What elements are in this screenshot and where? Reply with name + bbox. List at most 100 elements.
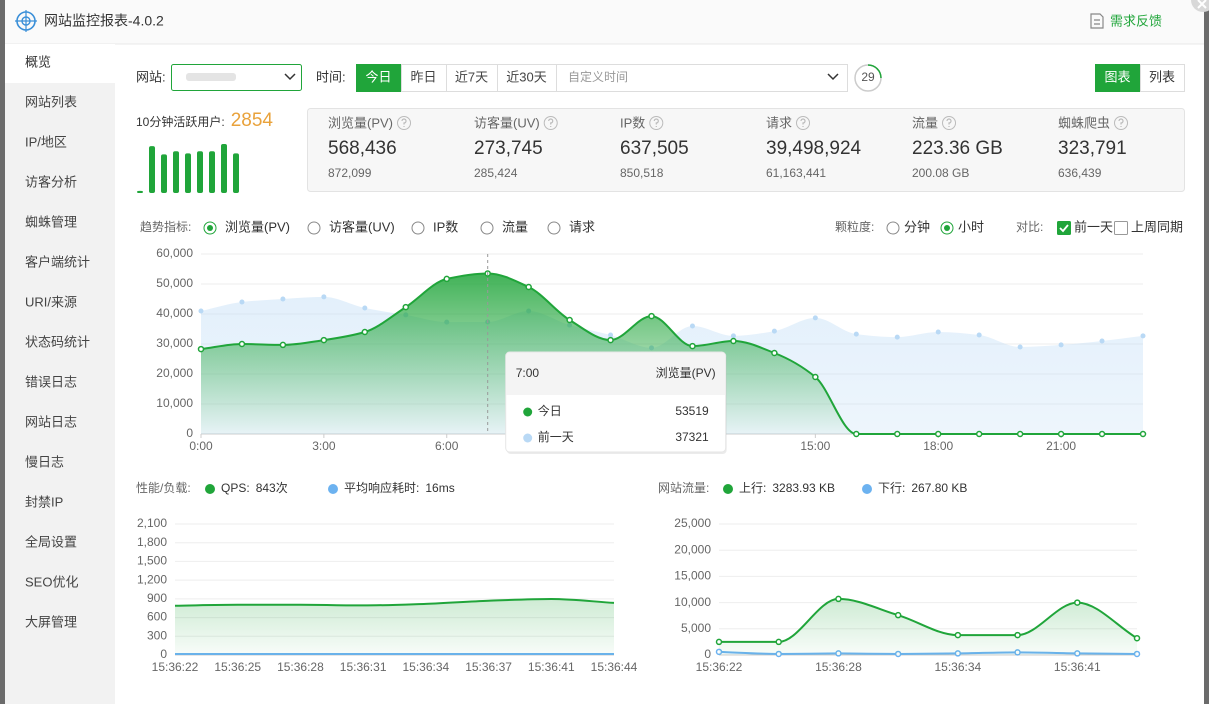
sidebar-item[interactable]: 网站日志 bbox=[25, 414, 77, 429]
data-point bbox=[936, 330, 941, 335]
range-button-label: 近30天 bbox=[506, 69, 546, 84]
sidebar-item[interactable]: 封禁IP bbox=[25, 494, 63, 509]
y-tick-label: 25,000 bbox=[674, 516, 711, 530]
compare-option: 上周同期 bbox=[1131, 219, 1183, 234]
summary-previous: 872,099 bbox=[328, 166, 372, 180]
legend-name: 下行: bbox=[878, 481, 905, 495]
tooltip-x: 7:00 bbox=[516, 366, 540, 380]
y-tick-label: 1,800 bbox=[137, 535, 167, 549]
data-point bbox=[813, 315, 818, 320]
sidebar-item[interactable]: 慢日志 bbox=[25, 454, 64, 469]
radio[interactable] bbox=[548, 222, 560, 234]
data-point bbox=[717, 639, 722, 644]
radio[interactable] bbox=[412, 222, 424, 234]
y-tick-label: 30,000 bbox=[156, 336, 193, 350]
data-point bbox=[199, 309, 204, 314]
data-point bbox=[772, 351, 777, 356]
sidebar-item[interactable]: 蜘蛛管理 bbox=[25, 214, 77, 229]
data-point bbox=[567, 318, 572, 323]
active-users-bar bbox=[161, 154, 167, 193]
sidebar-item[interactable]: 大屏管理 bbox=[25, 614, 77, 629]
summary-value: 323,791 bbox=[1058, 138, 1127, 159]
metric-option: 请求 bbox=[569, 219, 595, 234]
x-tick-label: 15:00 bbox=[800, 439, 830, 453]
sidebar-active-bg bbox=[5, 44, 115, 83]
legend-swatch bbox=[862, 484, 872, 494]
y-tick-label: 1,200 bbox=[137, 572, 167, 586]
header-bar bbox=[5, 0, 1204, 44]
summary-previous: 850,518 bbox=[620, 166, 664, 180]
data-point bbox=[321, 294, 326, 299]
summary-name: 请求 bbox=[766, 115, 792, 130]
active-users-label: 10分钟活跃用户: bbox=[136, 114, 225, 129]
sidebar-item[interactable]: 全局设置 bbox=[25, 534, 77, 549]
data-point bbox=[854, 332, 859, 337]
summary-name: IP数 bbox=[620, 115, 645, 130]
x-tick-label: 21:00 bbox=[1046, 439, 1076, 453]
view-toggle-label: 图表 bbox=[1104, 69, 1130, 84]
checkbox[interactable] bbox=[1115, 222, 1128, 235]
granularity-option: 分钟 bbox=[904, 219, 930, 234]
data-point bbox=[280, 342, 285, 347]
data-point bbox=[772, 329, 777, 334]
data-point bbox=[936, 432, 941, 437]
active-users-bar bbox=[209, 151, 215, 193]
legend-swatch bbox=[205, 484, 215, 494]
metric-label: 趋势指标: bbox=[140, 219, 191, 234]
data-point bbox=[690, 344, 695, 349]
data-point bbox=[321, 338, 326, 343]
data-point bbox=[1141, 432, 1146, 437]
summary-name: 访客量(UV) bbox=[474, 115, 540, 130]
tooltip-series-name: 前一天 bbox=[538, 429, 574, 444]
active-users-bar bbox=[233, 153, 239, 193]
data-point bbox=[1059, 342, 1064, 347]
x-tick-label: 15:36:34 bbox=[934, 660, 981, 674]
data-point bbox=[526, 285, 531, 290]
checkbox[interactable] bbox=[1058, 222, 1071, 235]
x-tick-label: 0:00 bbox=[189, 439, 213, 453]
summary-value: 568,436 bbox=[328, 138, 397, 159]
site-label: 网站: bbox=[136, 69, 166, 84]
data-point bbox=[776, 639, 781, 644]
legend-value: 843次 bbox=[256, 481, 288, 495]
data-point bbox=[854, 432, 859, 437]
x-tick-label: 18:00 bbox=[923, 439, 953, 453]
sidebar-item[interactable]: SEO优化 bbox=[25, 574, 78, 589]
data-point bbox=[813, 375, 818, 380]
data-point bbox=[362, 306, 367, 311]
data-point bbox=[403, 305, 408, 310]
data-point bbox=[608, 338, 613, 343]
tooltip-swatch bbox=[523, 434, 532, 443]
y-tick-label: 0 bbox=[704, 647, 711, 661]
active-users-bar bbox=[197, 151, 203, 193]
sidebar-item[interactable]: 网站列表 bbox=[25, 94, 77, 109]
data-point bbox=[1135, 636, 1140, 641]
sidebar-item[interactable]: IP/地区 bbox=[25, 134, 67, 149]
data-point bbox=[836, 596, 841, 601]
x-tick-label: 3:00 bbox=[312, 439, 336, 453]
radio[interactable] bbox=[481, 222, 493, 234]
chart-title: 性能/负载: bbox=[136, 481, 191, 495]
radio[interactable] bbox=[887, 222, 899, 234]
sidebar-item[interactable]: 错误日志 bbox=[25, 374, 77, 389]
x-tick-label: 15:36:37 bbox=[465, 660, 512, 674]
y-tick-label: 0 bbox=[160, 647, 167, 661]
sidebar-item[interactable]: 访客分析 bbox=[25, 174, 77, 189]
sidebar-item[interactable]: 状态码统计 bbox=[25, 334, 90, 349]
legend-value: 3283.93 KB bbox=[772, 481, 835, 495]
x-tick-label: 15:36:41 bbox=[528, 660, 575, 674]
feedback-link[interactable]: 需求反馈 bbox=[1110, 13, 1162, 28]
x-tick-label: 15:36:25 bbox=[214, 660, 261, 674]
compare-label: 对比: bbox=[1016, 220, 1043, 234]
data-point bbox=[608, 333, 613, 338]
radio[interactable] bbox=[308, 222, 320, 234]
active-users-bar bbox=[173, 151, 179, 193]
sidebar-item[interactable]: URI/来源 bbox=[25, 294, 77, 309]
active-users-bar bbox=[137, 191, 143, 193]
sidebar-item[interactable]: 客户端统计 bbox=[25, 254, 90, 269]
sidebar-item[interactable]: 概览 bbox=[25, 54, 51, 69]
data-point bbox=[444, 276, 449, 281]
summary-previous: 61,163,441 bbox=[766, 166, 826, 180]
